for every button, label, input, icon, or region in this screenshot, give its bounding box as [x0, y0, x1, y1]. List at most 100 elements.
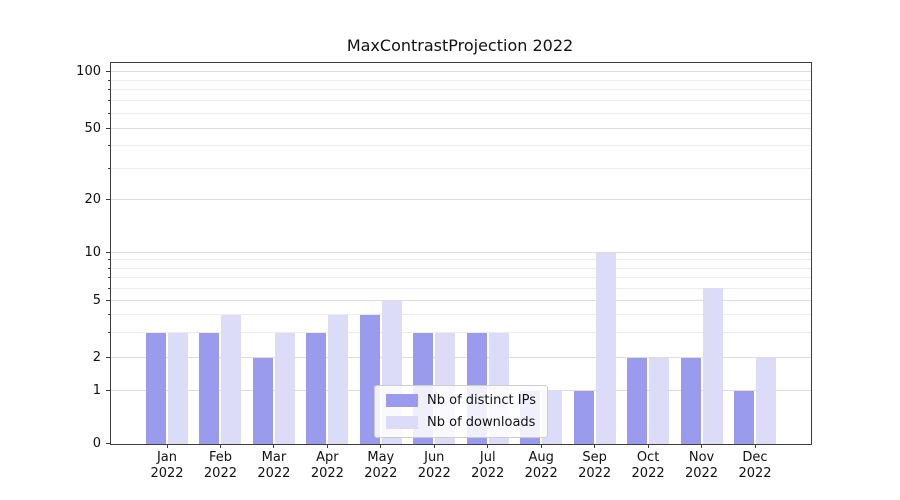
x-tick-month: May [367, 450, 395, 465]
y-tick-label: 10 [84, 245, 101, 261]
x-tick-month: Jul [479, 450, 496, 465]
bar-downloads-feb [221, 315, 242, 444]
y-minor-tick-mark [108, 287, 111, 289]
bar-distinct-ips-dec [734, 391, 754, 444]
minor-gridline [111, 89, 811, 91]
bar-downloads-dec [756, 358, 776, 444]
minor-gridline [111, 100, 811, 102]
bar-downloads-apr [328, 315, 349, 444]
y-tick-label: 50 [84, 120, 101, 136]
minor-gridline [111, 331, 811, 333]
x-tick-year: 2022 [310, 466, 344, 481]
minor-gridline [111, 287, 811, 289]
legend-item-downloads: Nb of downloads [386, 415, 536, 430]
x-tick-label: Feb 2022 [188, 450, 252, 482]
major-gridline [111, 356, 811, 358]
x-tick-year: 2022 [738, 466, 772, 481]
x-tick-label: Jun 2022 [402, 450, 466, 482]
x-tick-year: 2022 [203, 466, 237, 481]
y-minor-tick-mark [108, 89, 111, 91]
bar-distinct-ips-oct [627, 358, 648, 444]
x-tick-label: Aug 2022 [509, 450, 573, 482]
legend-swatch-distinct-ips [386, 394, 419, 407]
x-tick-label: Apr 2022 [295, 450, 359, 482]
major-gridline [111, 300, 811, 302]
legend-swatch-downloads [386, 416, 419, 429]
x-tick-label: Oct 2022 [616, 450, 680, 482]
x-tick-label: Nov 2022 [670, 450, 734, 482]
bar-distinct-ips-apr [306, 333, 327, 444]
major-gridline [111, 199, 811, 201]
y-minor-tick-mark [108, 100, 111, 102]
y-minor-tick-mark [108, 259, 111, 261]
y-tick-mark [106, 127, 111, 129]
legend-item-distinct-ips: Nb of distinct IPs [386, 393, 536, 408]
x-tick-year: 2022 [364, 466, 398, 481]
major-gridline [111, 127, 811, 129]
bar-distinct-ips-feb [199, 333, 220, 444]
bar-distinct-ips-jan [146, 333, 166, 444]
y-minor-tick-mark [108, 276, 111, 278]
x-tick-year: 2022 [471, 466, 505, 481]
y-tick-mark [106, 71, 111, 73]
x-tick-mark [487, 444, 489, 448]
x-tick-month: Apr [316, 450, 339, 465]
x-tick-label: Mar 2022 [242, 450, 306, 482]
x-tick-month: Nov [688, 450, 715, 465]
y-tick-mark [106, 252, 111, 254]
y-tick-mark [106, 390, 111, 392]
x-tick-month: Dec [742, 450, 768, 465]
x-tick-year: 2022 [417, 466, 451, 481]
chart-title: MaxContrastProjection 2022 [346, 36, 574, 55]
y-tick-mark [106, 356, 111, 358]
minor-gridline [111, 79, 811, 81]
bar-downloads-nov [702, 288, 723, 444]
x-tick-label: Sep 2022 [563, 450, 627, 482]
x-tick-mark [326, 444, 328, 448]
bar-downloads-mar [274, 333, 295, 444]
major-gridline [111, 71, 811, 73]
y-minor-tick-mark [108, 112, 111, 114]
y-minor-tick-mark [108, 331, 111, 333]
x-tick-year: 2022 [257, 466, 291, 481]
y-minor-tick-mark [108, 313, 111, 315]
x-tick-month: Feb [208, 450, 232, 465]
x-tick-mark [433, 444, 435, 448]
x-tick-year: 2022 [150, 466, 184, 481]
x-tick-label: May 2022 [349, 450, 413, 482]
x-tick-month: Aug [528, 450, 554, 465]
legend-label-distinct-ips: Nb of distinct IPs [427, 393, 536, 408]
x-tick-year: 2022 [578, 466, 612, 481]
x-tick-mark [701, 444, 703, 448]
x-tick-year: 2022 [631, 466, 665, 481]
y-minor-tick-mark [108, 145, 111, 147]
x-tick-month: Mar [261, 450, 287, 465]
bar-downloads-oct [649, 358, 670, 444]
minor-gridline [111, 267, 811, 269]
y-tick-label: 100 [76, 64, 101, 80]
y-minor-tick-mark [108, 167, 111, 169]
bar-downloads-jan [168, 333, 188, 444]
y-tick-label: 0 [92, 436, 101, 451]
y-tick-label: 1 [92, 383, 101, 399]
minor-gridline [111, 276, 811, 278]
x-tick-mark [647, 444, 649, 448]
x-tick-mark [540, 444, 542, 448]
y-tick-mark [106, 443, 111, 444]
x-tick-month: Jun [424, 450, 445, 465]
major-gridline [111, 252, 811, 254]
x-tick-month: Jan [156, 450, 178, 465]
minor-gridline [111, 167, 811, 169]
bar-downloads-sep [595, 253, 616, 444]
plot-area: Nb of distinct IPs Nb of downloads 0 1 2 5 1… [76, 62, 812, 481]
x-tick-mark [754, 444, 756, 448]
y-tick-label: 5 [92, 293, 101, 309]
y-minor-tick-mark [108, 79, 111, 81]
x-tick-month: Sep [582, 450, 607, 465]
y-tick-mark [106, 300, 111, 302]
x-tick-year: 2022 [684, 466, 719, 481]
x-tick-mark [380, 444, 382, 448]
y-tick-mark [106, 199, 111, 201]
minor-gridline [111, 313, 811, 315]
